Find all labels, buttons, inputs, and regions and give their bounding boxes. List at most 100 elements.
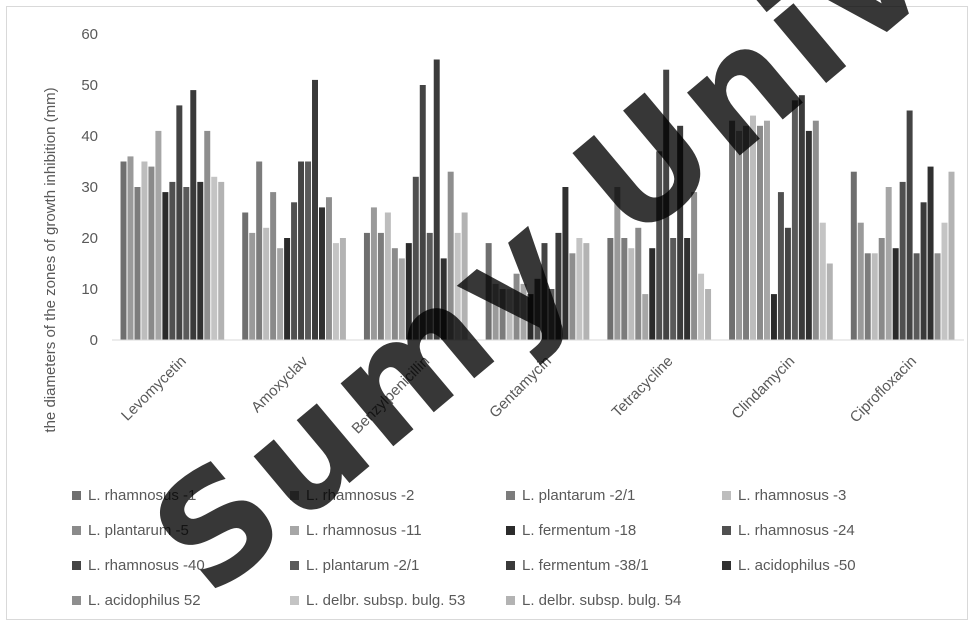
bar	[670, 238, 677, 340]
bar	[363, 232, 370, 340]
bar	[204, 130, 211, 340]
bar	[120, 161, 127, 340]
bar	[757, 125, 763, 340]
legend-swatch	[290, 491, 299, 500]
legend-entry: L. rhamnosus -2	[306, 487, 414, 504]
bar	[312, 79, 318, 341]
bar	[777, 192, 784, 340]
bar	[377, 232, 384, 340]
bar	[649, 248, 656, 340]
category-label: Clindamycin	[728, 353, 798, 423]
legend-swatch	[506, 491, 515, 500]
y-tick-label: 50	[81, 77, 98, 94]
bar	[433, 59, 440, 340]
legend-swatch	[290, 596, 299, 605]
bar	[899, 181, 906, 340]
bar	[197, 181, 204, 340]
bar	[763, 120, 770, 340]
bar	[162, 192, 169, 340]
chart-frame	[6, 6, 968, 620]
bar	[656, 151, 663, 340]
bar	[412, 176, 419, 340]
bar	[677, 125, 684, 340]
bar	[812, 120, 819, 340]
y-axis-label: the diameters of the zones of growth inh…	[42, 87, 59, 432]
bar	[948, 171, 955, 340]
legend-entry: L. plantarum -2/1	[306, 557, 419, 574]
bar	[263, 227, 270, 340]
y-tick-label: 40	[81, 128, 98, 145]
bar	[284, 238, 291, 340]
bar	[555, 232, 562, 340]
y-tick-label: 60	[81, 26, 98, 43]
bar	[892, 248, 899, 340]
bar	[614, 187, 621, 340]
bar	[391, 248, 398, 340]
bar	[576, 238, 583, 340]
legend-swatch	[722, 561, 731, 570]
bar	[850, 171, 857, 340]
bar	[339, 238, 346, 340]
bar	[148, 166, 155, 340]
bar	[541, 243, 548, 340]
bar	[698, 273, 705, 340]
category-label: Ciprofloxacin	[847, 353, 920, 426]
bar	[743, 125, 750, 340]
bar	[127, 156, 134, 340]
bar	[736, 130, 743, 340]
bar	[791, 100, 798, 340]
bar	[176, 105, 183, 341]
bar	[134, 187, 141, 340]
bar	[527, 294, 534, 340]
bar	[520, 283, 527, 340]
legend-entry: L. plantarum -2/1	[522, 487, 635, 504]
legend-entry: L. rhamnosus -3	[738, 487, 846, 504]
legend-swatch	[72, 526, 81, 535]
legend-swatch	[506, 561, 515, 570]
bar	[864, 253, 871, 340]
bar	[607, 238, 614, 340]
bar	[499, 289, 506, 340]
category-label: Tetracycline	[609, 353, 677, 421]
legend-entry: L. acidophilus 52	[88, 592, 201, 609]
bar	[941, 222, 948, 340]
bar	[242, 212, 249, 340]
bar	[770, 294, 777, 340]
bar	[705, 289, 712, 340]
bar	[419, 85, 426, 340]
bar	[729, 120, 736, 340]
bar	[454, 232, 461, 340]
bar	[155, 130, 162, 340]
bar	[384, 212, 391, 340]
bar	[277, 248, 284, 340]
bar	[370, 207, 377, 340]
bar	[319, 207, 325, 340]
bar	[305, 161, 312, 340]
legend-entry: L. rhamnosus -40	[88, 557, 205, 574]
bar	[548, 289, 555, 340]
legend-swatch	[722, 526, 731, 535]
y-tick-label: 30	[81, 179, 98, 196]
bar	[249, 232, 256, 340]
bar	[332, 243, 339, 340]
bar	[291, 202, 298, 340]
bar	[857, 222, 864, 340]
bar	[270, 192, 277, 340]
bar	[569, 253, 576, 340]
legend-entry: L. plantarum -5	[88, 522, 189, 539]
bar	[461, 212, 468, 340]
bar	[211, 176, 218, 340]
bar	[183, 187, 190, 340]
bar	[298, 161, 305, 340]
bar	[562, 187, 569, 340]
legend-swatch	[72, 596, 81, 605]
legend-entry: L. acidophilus -50	[738, 557, 856, 574]
y-tick-label: 20	[81, 230, 98, 247]
bar	[485, 243, 492, 340]
bar	[506, 289, 513, 340]
y-tick-label: 0	[90, 332, 98, 349]
bar	[871, 253, 878, 340]
bar	[256, 161, 263, 340]
bar	[934, 253, 941, 340]
